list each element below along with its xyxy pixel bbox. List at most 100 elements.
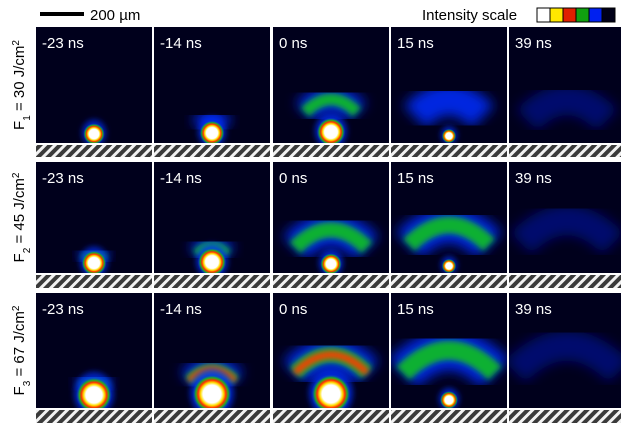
plume-core bbox=[441, 258, 457, 273]
substrate bbox=[391, 145, 507, 157]
substrate bbox=[509, 145, 621, 157]
panel: -14 ns bbox=[154, 293, 270, 423]
substrate bbox=[36, 275, 152, 288]
plume-arc bbox=[292, 351, 370, 376]
plume-core bbox=[440, 391, 458, 408]
time-label: 15 ns bbox=[397, 301, 434, 318]
scale-bar-label: 200 µm bbox=[90, 7, 140, 24]
substrate bbox=[391, 275, 507, 288]
row-label-superscript: 2 bbox=[11, 40, 22, 46]
panel: -23 ns bbox=[36, 162, 152, 288]
plume-arc bbox=[300, 93, 362, 117]
substrate bbox=[509, 275, 621, 288]
plume-core bbox=[83, 123, 105, 143]
panel: 39 ns bbox=[509, 293, 621, 423]
row-label-subscript: 1 bbox=[22, 115, 33, 121]
substrate bbox=[509, 410, 621, 423]
substrate bbox=[154, 410, 270, 423]
row-label-text: = 67 J/cm bbox=[11, 311, 28, 381]
row-label-text: = 45 J/cm bbox=[11, 178, 28, 248]
plume-core bbox=[81, 250, 107, 273]
plume bbox=[180, 357, 244, 408]
plume-arc bbox=[403, 83, 495, 129]
plume bbox=[516, 85, 618, 132]
substrate bbox=[154, 145, 270, 157]
substrate bbox=[36, 145, 152, 157]
substrate bbox=[273, 410, 389, 423]
row-label: F1 = 30 J/cm2 bbox=[11, 40, 33, 130]
time-label: 0 ns bbox=[279, 170, 307, 187]
panel: 15 ns bbox=[391, 27, 507, 157]
time-label: 0 ns bbox=[279, 35, 307, 52]
row-label-superscript: 2 bbox=[11, 172, 22, 178]
plume bbox=[77, 245, 111, 273]
plume-core bbox=[441, 128, 457, 143]
plume bbox=[509, 330, 621, 383]
plume-core bbox=[311, 374, 351, 408]
row-label-symbol: F bbox=[11, 121, 28, 130]
row-label-subscript: 2 bbox=[22, 247, 33, 253]
plume bbox=[396, 207, 502, 273]
plume bbox=[82, 119, 106, 143]
time-label: -23 ns bbox=[42, 170, 84, 187]
time-label: -23 ns bbox=[42, 301, 84, 318]
panel: -14 ns bbox=[154, 162, 270, 288]
row-label-symbol: F bbox=[11, 253, 28, 262]
panel: 0 ns bbox=[273, 293, 389, 423]
panel: 15 ns bbox=[391, 162, 507, 288]
plume bbox=[391, 330, 507, 408]
time-label: -14 ns bbox=[160, 170, 202, 187]
substrate bbox=[36, 410, 152, 423]
plume bbox=[189, 236, 235, 273]
panel: 15 ns bbox=[391, 293, 507, 423]
row-label-superscript: 2 bbox=[11, 305, 22, 311]
plume-arc bbox=[289, 222, 373, 254]
row-label-symbol: F bbox=[11, 386, 28, 395]
plume-arc bbox=[510, 205, 621, 255]
plume-arc bbox=[402, 216, 496, 252]
plume-core bbox=[76, 377, 112, 408]
intensity-scale bbox=[536, 7, 616, 23]
panel: 39 ns bbox=[509, 27, 621, 157]
substrate bbox=[391, 410, 507, 423]
substrate bbox=[154, 275, 270, 288]
time-label: 39 ns bbox=[515, 170, 552, 187]
panel: 39 ns bbox=[509, 162, 621, 288]
plume-arc bbox=[396, 340, 502, 381]
plume-core bbox=[316, 117, 346, 143]
time-label: -14 ns bbox=[160, 35, 202, 52]
plume-arc bbox=[509, 330, 621, 383]
plume bbox=[191, 109, 233, 143]
time-label: -23 ns bbox=[42, 35, 84, 52]
substrate bbox=[273, 275, 389, 288]
row-label: F2 = 45 J/cm2 bbox=[11, 172, 33, 262]
time-label: 0 ns bbox=[279, 301, 307, 318]
scale-bar bbox=[40, 12, 84, 16]
row-label: F3 = 67 J/cm2 bbox=[11, 305, 33, 395]
plume bbox=[74, 372, 114, 408]
plume bbox=[403, 83, 495, 143]
plume bbox=[295, 86, 367, 143]
row-label-subscript: 3 bbox=[22, 380, 33, 386]
time-label: 15 ns bbox=[397, 170, 434, 187]
time-label: 39 ns bbox=[515, 35, 552, 52]
plume bbox=[510, 205, 621, 255]
intensity-scale-label: Intensity scale bbox=[422, 7, 517, 24]
plume-arc bbox=[516, 85, 618, 132]
panel: -14 ns bbox=[154, 27, 270, 157]
plume-core bbox=[197, 247, 227, 273]
panel: 0 ns bbox=[273, 162, 389, 288]
panel: -23 ns bbox=[36, 293, 152, 423]
time-label: -14 ns bbox=[160, 301, 202, 318]
plume bbox=[283, 213, 379, 273]
substrate bbox=[273, 145, 389, 157]
row-label-text: = 30 J/cm bbox=[11, 46, 28, 116]
plume-core bbox=[320, 253, 342, 273]
panel: 0 ns bbox=[273, 27, 389, 157]
time-label: 15 ns bbox=[397, 35, 434, 52]
plume bbox=[283, 338, 379, 408]
plume-core bbox=[192, 374, 232, 408]
panel: -23 ns bbox=[36, 27, 152, 157]
time-label: 39 ns bbox=[515, 301, 552, 318]
